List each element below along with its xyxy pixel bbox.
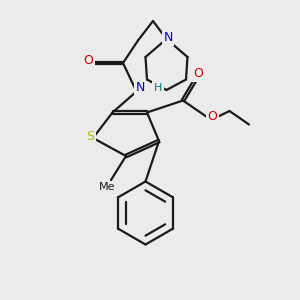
Text: N: N <box>135 81 145 94</box>
Text: O: O <box>193 67 203 80</box>
Text: O: O <box>84 54 93 67</box>
Text: H: H <box>154 83 162 93</box>
Text: N: N <box>163 31 173 44</box>
Text: O: O <box>208 110 217 124</box>
Text: Me: Me <box>99 182 116 193</box>
Text: S: S <box>87 130 94 143</box>
